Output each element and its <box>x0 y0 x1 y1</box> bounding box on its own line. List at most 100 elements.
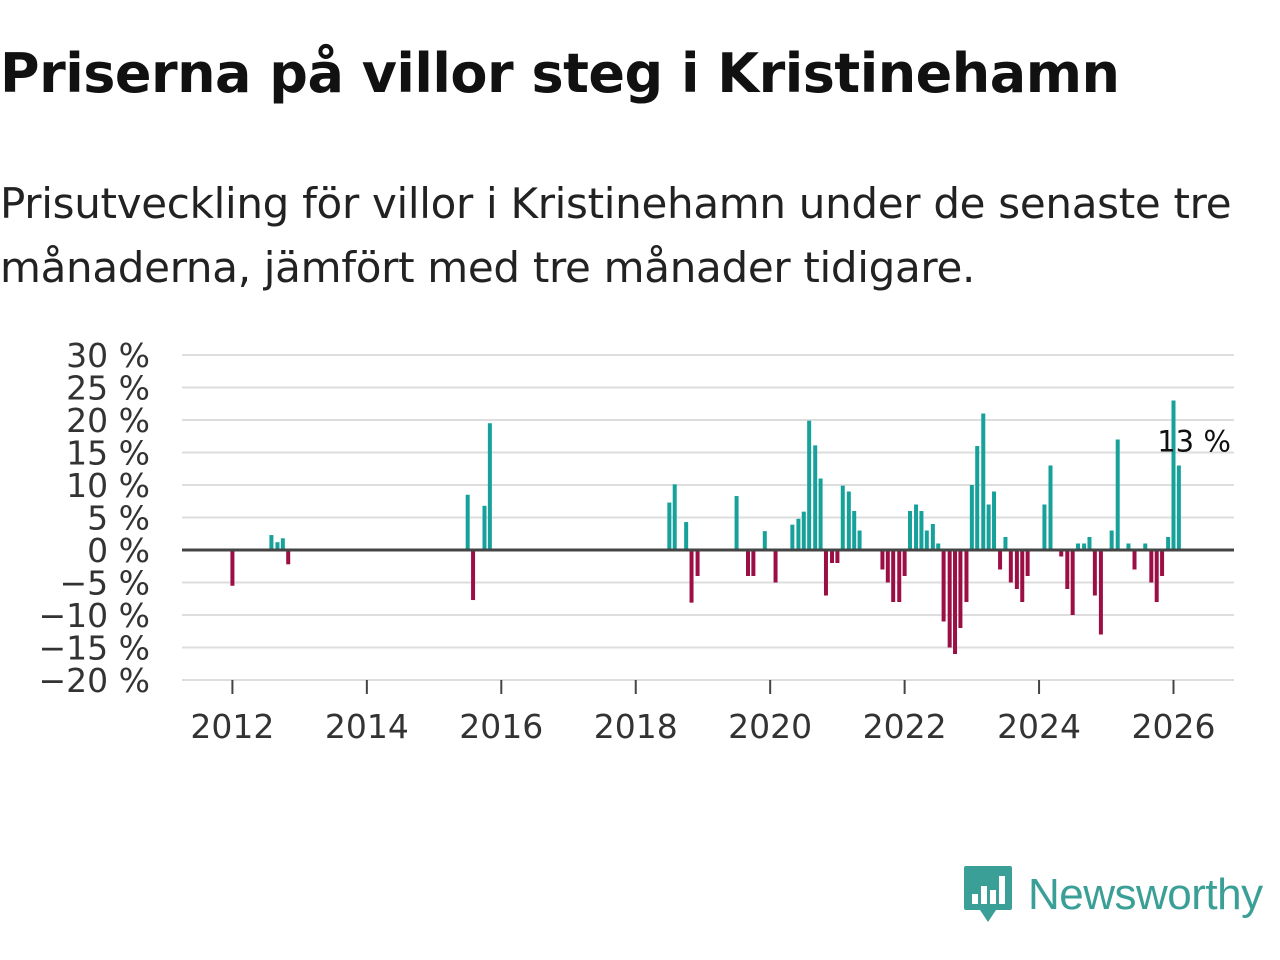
bar-positive <box>936 543 941 550</box>
bar-positive <box>1048 465 1053 550</box>
y-axis-tick-labels: 30 %25 %20 %15 %10 %5 %0 %−5 %−10 %−15 %… <box>39 336 151 700</box>
bar-negative <box>1059 550 1064 557</box>
bar-negative <box>1008 550 1013 583</box>
bar-positive <box>813 445 818 550</box>
bar-positive <box>924 530 929 550</box>
bar-negative <box>1025 550 1030 576</box>
bar-negative <box>902 550 907 576</box>
x-tick-label: 2018 <box>594 707 678 746</box>
x-tick-label: 2026 <box>1132 707 1216 746</box>
x-tick-label: 2014 <box>325 707 409 746</box>
bar-positive <box>852 511 857 550</box>
bar-positive <box>1109 530 1114 550</box>
bar-positive <box>1176 465 1181 550</box>
bar-positive <box>1143 543 1148 550</box>
bar-positive <box>734 496 739 550</box>
bars <box>230 400 1181 654</box>
bar-negative <box>953 550 958 654</box>
y-tick-label: 5 % <box>87 499 150 538</box>
bar-negative <box>1098 550 1103 635</box>
y-tick-label: 0 % <box>87 531 150 570</box>
y-tick-label: 30 % <box>66 336 150 375</box>
bar-positive <box>796 518 801 550</box>
bar-negative <box>695 550 700 576</box>
bar-positive <box>818 478 823 550</box>
bar-positive <box>280 538 285 550</box>
bar-negative <box>751 550 756 576</box>
x-tick-label: 2024 <box>997 707 1081 746</box>
bar-positive <box>790 524 795 550</box>
x-tick-label: 2012 <box>190 707 274 746</box>
x-tick-label: 2020 <box>728 707 812 746</box>
bar-negative <box>1160 550 1165 576</box>
bar-negative <box>964 550 969 602</box>
bar-chart: 30 %25 %20 %15 %10 %5 %0 %−5 %−10 %−15 %… <box>39 336 1234 746</box>
y-tick-label: 20 % <box>66 401 150 440</box>
last-value-annotation: 13 % <box>1157 425 1231 459</box>
bar-positive <box>672 484 677 550</box>
bar-positive <box>275 542 280 550</box>
x-tick-label: 2022 <box>863 707 947 746</box>
bar-positive <box>857 530 862 550</box>
bar-positive <box>487 423 492 550</box>
bar-negative <box>947 550 952 648</box>
y-tick-label: 15 % <box>66 434 150 473</box>
y-tick-label: 10 % <box>66 466 150 505</box>
chart-subtitle: Prisutveckling för villor i Kristinehamn… <box>0 179 1232 292</box>
x-tick-label: 2016 <box>459 707 543 746</box>
bar-positive <box>1003 537 1008 550</box>
bar-negative <box>941 550 946 622</box>
bar-negative <box>1020 550 1025 602</box>
bar-negative <box>885 550 890 583</box>
bar-positive <box>919 511 924 550</box>
bar-negative <box>1132 550 1137 570</box>
bar-negative <box>998 550 1003 570</box>
bar-positive <box>1126 543 1131 550</box>
bar-positive <box>801 511 806 550</box>
bar-negative <box>773 550 778 583</box>
y-tick-label: −20 % <box>39 661 151 700</box>
bar-negative <box>689 550 694 603</box>
bar-positive <box>914 504 919 550</box>
bar-positive <box>840 485 845 550</box>
bar-negative <box>230 550 235 586</box>
bar-positive <box>981 413 986 550</box>
bar-negative <box>471 550 476 601</box>
y-tick-label: −10 % <box>39 596 151 635</box>
chart-title: Priserna på villor steg i Kristinehamn <box>0 42 1120 105</box>
bar-positive <box>762 531 767 550</box>
bar-negative <box>830 550 835 563</box>
bar-negative <box>891 550 896 602</box>
bar-negative <box>897 550 902 602</box>
bar-positive <box>465 494 470 550</box>
bar-positive <box>1076 543 1081 550</box>
y-tick-label: 25 % <box>66 369 150 408</box>
bar-negative <box>835 550 840 563</box>
bar-negative <box>1065 550 1070 589</box>
bar-positive <box>1087 537 1092 550</box>
bar-positive <box>986 504 991 550</box>
bar-positive <box>846 491 851 550</box>
bar-negative <box>958 550 963 628</box>
bar-negative <box>823 550 828 596</box>
bar-negative <box>880 550 885 570</box>
bar-positive <box>1171 400 1176 550</box>
newsworthy-logo-text: Newsworthy <box>1028 870 1263 919</box>
bar-positive <box>975 446 980 550</box>
bar-positive <box>667 502 672 550</box>
bar-positive <box>482 505 487 550</box>
bar-negative <box>1149 550 1154 583</box>
bar-positive <box>907 511 912 550</box>
bar-positive <box>992 491 997 550</box>
bar-positive <box>807 420 812 550</box>
bar-negative <box>1154 550 1159 602</box>
bar-negative <box>745 550 750 576</box>
x-axis-ticks: 2012 2014 2016 2018 2020 2022 2024 2026 <box>190 680 1215 746</box>
newsworthy-logo: Newsworthy <box>962 864 1263 926</box>
bar-negative <box>1014 550 1019 589</box>
bar-positive <box>930 524 935 550</box>
bar-negative <box>1092 550 1097 596</box>
bar-positive <box>1166 537 1171 550</box>
annotations: 13 % <box>1157 425 1231 459</box>
bar-positive <box>1042 504 1047 550</box>
